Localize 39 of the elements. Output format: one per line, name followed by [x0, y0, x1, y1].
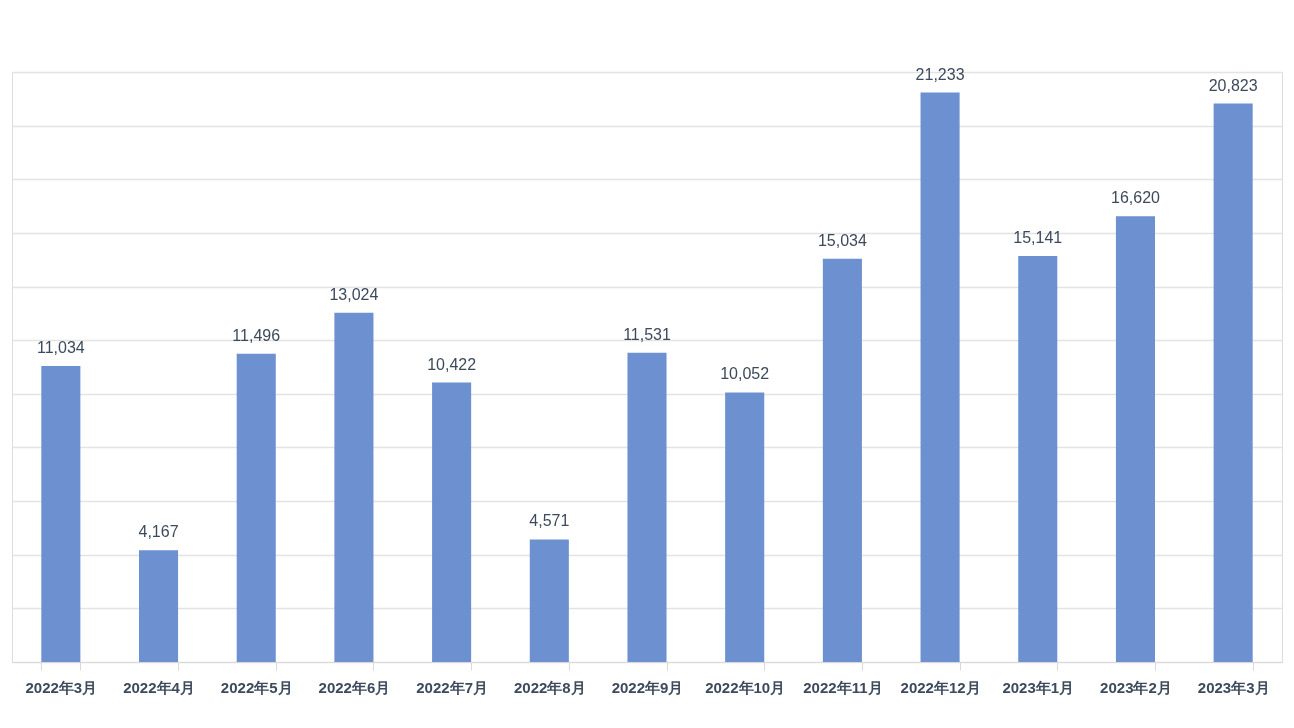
data-label: 11,531 — [623, 325, 671, 343]
bar — [334, 312, 374, 662]
bar — [920, 92, 960, 662]
x-tick-label: 2022年8月 — [513, 678, 586, 696]
bar — [432, 382, 472, 662]
x-tick-label: 2023年1月 — [1002, 678, 1075, 696]
x-tick-label: 2022年12月 — [900, 678, 981, 696]
data-label: 21,233 — [915, 65, 965, 83]
data-label: 10,422 — [427, 355, 477, 373]
x-tick-label: 2022年4月 — [123, 678, 195, 696]
data-label: 11,496 — [232, 326, 281, 344]
x-tick-label: 2022年5月 — [220, 678, 293, 696]
bar — [41, 366, 81, 662]
data-label: 11,034 — [36, 339, 85, 357]
x-tick-label: 2023年3月 — [1197, 678, 1270, 696]
data-label: 4,571 — [529, 512, 570, 530]
data-label: 13,024 — [329, 285, 379, 303]
bar — [1018, 255, 1058, 662]
data-label: 20,823 — [1208, 76, 1258, 94]
bar — [1115, 216, 1155, 662]
x-tick-label: 2023年2月 — [1100, 678, 1172, 696]
bar — [236, 353, 276, 662]
x-tick-label: 2022年10月 — [705, 678, 786, 696]
x-tick-label: 2022年11月 — [803, 678, 883, 696]
bar — [529, 539, 569, 662]
bar — [627, 352, 667, 662]
data-label: 15,141 — [1013, 228, 1063, 246]
bar — [139, 550, 179, 662]
bar — [1213, 103, 1253, 662]
x-tick-label: 2022年3月 — [25, 678, 98, 696]
x-tick-label: 2022年6月 — [318, 678, 391, 696]
bar — [822, 258, 862, 662]
x-tick-label: 2022年7月 — [416, 678, 488, 696]
data-label: 4,167 — [138, 523, 179, 541]
data-label: 10,052 — [720, 365, 770, 383]
data-label: 15,034 — [817, 231, 867, 249]
data-label: 16,620 — [1110, 189, 1161, 207]
x-tick-label: 2022年9月 — [611, 678, 684, 696]
bar — [725, 392, 765, 662]
